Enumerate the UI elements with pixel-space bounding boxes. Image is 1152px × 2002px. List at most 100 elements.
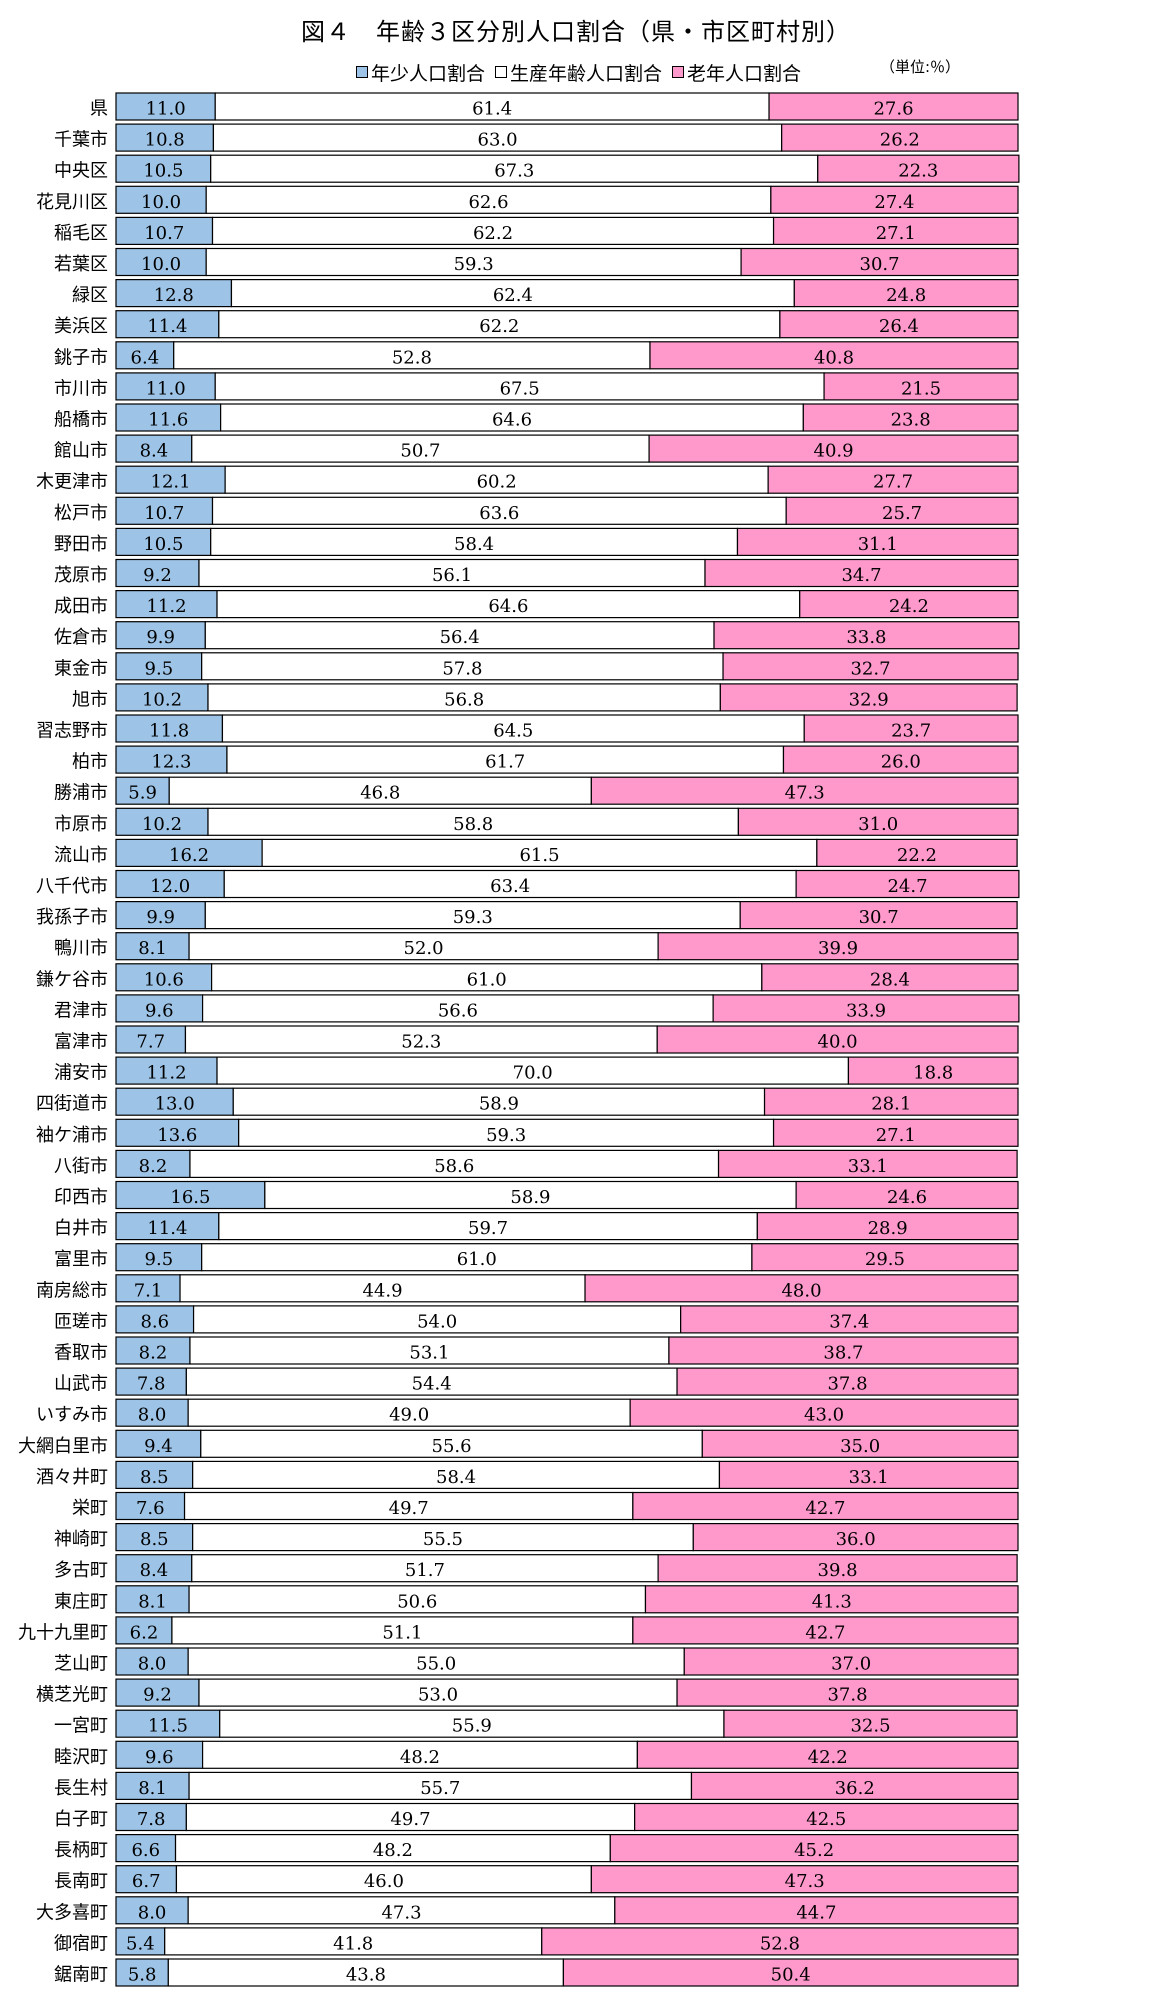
category-label: 一宮町 bbox=[54, 1716, 108, 1737]
data-label: 7.8 bbox=[137, 1809, 166, 1830]
legend-item-working: 生産年齢人口割合 bbox=[495, 59, 662, 86]
category-label: 鋸南町 bbox=[54, 1965, 108, 1986]
data-label: 9.9 bbox=[146, 907, 175, 928]
data-label: 10.5 bbox=[143, 161, 183, 182]
data-label: 39.8 bbox=[818, 1560, 858, 1581]
data-label: 62.2 bbox=[479, 316, 519, 337]
legend-label-working: 生産年齢人口割合 bbox=[510, 62, 663, 85]
bar-segment bbox=[736, 527, 1019, 557]
bar-segment bbox=[683, 1647, 1019, 1676]
category-label: 美浜区 bbox=[54, 316, 108, 337]
data-label: 47.3 bbox=[785, 1871, 825, 1892]
bar-segment bbox=[179, 1274, 586, 1303]
bar-segment bbox=[115, 341, 175, 370]
data-label: 11.8 bbox=[149, 721, 189, 742]
bar-segment bbox=[115, 807, 209, 836]
data-label: 33.9 bbox=[846, 1000, 886, 1021]
data-label: 8.0 bbox=[138, 1902, 167, 1923]
bar-segment bbox=[115, 247, 207, 277]
data-label: 62.2 bbox=[473, 223, 513, 244]
bar-segment bbox=[211, 963, 763, 992]
bar-segment bbox=[115, 838, 263, 868]
bar-segment bbox=[782, 745, 1019, 774]
data-label: 62.6 bbox=[468, 192, 508, 213]
bar-segment bbox=[704, 558, 1019, 588]
bar-segment bbox=[584, 1274, 1019, 1303]
data-label: 67.3 bbox=[494, 161, 534, 182]
data-label: 24.7 bbox=[887, 876, 927, 897]
data-label: 23.7 bbox=[891, 721, 931, 742]
data-label: 42.2 bbox=[808, 1747, 848, 1768]
data-label: 10.2 bbox=[142, 814, 182, 835]
data-label: 40.0 bbox=[818, 1032, 858, 1053]
bar-segment bbox=[115, 1896, 189, 1925]
bar-segment bbox=[115, 1740, 204, 1769]
bar-segment bbox=[115, 589, 218, 619]
bar-segment bbox=[173, 341, 651, 370]
data-label: 8.1 bbox=[138, 1591, 167, 1612]
category-label: 柏市 bbox=[72, 752, 108, 773]
data-label: 11.2 bbox=[146, 1063, 186, 1084]
category-label: 木更津市 bbox=[36, 472, 108, 493]
data-label: 26.0 bbox=[881, 752, 921, 773]
bar-segment bbox=[115, 900, 206, 930]
data-label: 8.5 bbox=[140, 1529, 169, 1550]
bar-segment bbox=[779, 310, 1019, 339]
data-label: 22.3 bbox=[898, 161, 938, 182]
bar-segment bbox=[189, 1149, 720, 1179]
data-label: 33.8 bbox=[846, 627, 886, 648]
data-label: 10.0 bbox=[141, 254, 181, 275]
bar-segment bbox=[632, 1616, 1019, 1645]
data-label: 49.7 bbox=[390, 1809, 430, 1830]
bar-segment bbox=[644, 1585, 1019, 1614]
data-label: 8.6 bbox=[140, 1311, 169, 1332]
legend-swatch-working bbox=[495, 66, 508, 78]
data-label: 32.7 bbox=[850, 658, 890, 679]
category-label: 長柄町 bbox=[54, 1840, 108, 1861]
data-label: 11.4 bbox=[147, 1218, 187, 1239]
data-label: 50.6 bbox=[397, 1591, 437, 1612]
data-label: 9.9 bbox=[146, 627, 175, 648]
data-label: 51.7 bbox=[405, 1560, 445, 1581]
bar-segment bbox=[115, 1616, 173, 1645]
data-label: 61.5 bbox=[519, 845, 559, 866]
bar-segment bbox=[223, 869, 797, 899]
bar-segment bbox=[115, 1491, 186, 1521]
data-label: 9.6 bbox=[145, 1747, 174, 1768]
data-label: 12.1 bbox=[151, 472, 191, 493]
bar-segment bbox=[115, 714, 224, 743]
category-label: 船橋市 bbox=[54, 410, 108, 431]
data-label: 24.2 bbox=[889, 596, 929, 617]
data-label: 56.8 bbox=[444, 689, 484, 710]
bar-segment bbox=[768, 92, 1019, 121]
bar-segment bbox=[115, 372, 216, 401]
bar-segment bbox=[562, 1958, 1019, 1987]
category-label: いすみ市 bbox=[36, 1405, 108, 1426]
bar-segment bbox=[712, 994, 1020, 1023]
data-label: 8.1 bbox=[138, 938, 167, 959]
data-label: 5.8 bbox=[128, 1965, 157, 1986]
bar-segment bbox=[224, 465, 769, 494]
data-label: 23.8 bbox=[891, 410, 931, 431]
bar-segment bbox=[192, 1305, 682, 1334]
bar-segment bbox=[751, 1243, 1019, 1272]
category-label: 鴨川市 bbox=[54, 938, 108, 959]
data-label: 8.1 bbox=[138, 1778, 167, 1799]
bar-segment bbox=[737, 807, 1019, 836]
data-label: 9.5 bbox=[145, 658, 174, 679]
bar-segment bbox=[191, 434, 650, 463]
bar-segment bbox=[115, 683, 209, 712]
bar-segment bbox=[200, 1429, 703, 1458]
data-label: 37.0 bbox=[831, 1654, 871, 1675]
data-label: 38.7 bbox=[823, 1343, 863, 1364]
data-label: 10.7 bbox=[144, 223, 184, 244]
bar-segment bbox=[609, 1833, 1019, 1863]
bar-segment bbox=[614, 1896, 1019, 1925]
category-label: 長南町 bbox=[54, 1871, 108, 1892]
bar-segment bbox=[781, 123, 1019, 152]
category-label: 県 bbox=[90, 99, 108, 120]
data-label: 56.4 bbox=[440, 627, 480, 648]
data-label: 61.7 bbox=[485, 752, 525, 773]
legend-swatch-elderly bbox=[672, 66, 685, 78]
category-label: 酒々井町 bbox=[36, 1467, 108, 1488]
